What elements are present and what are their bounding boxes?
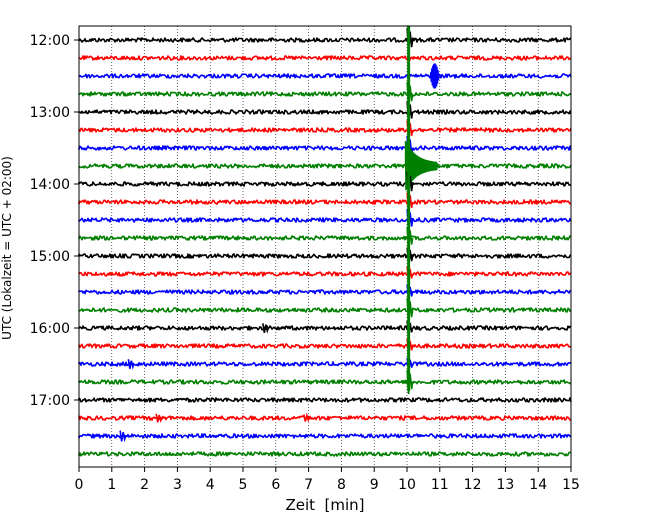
x-tick-label: 8 [337, 477, 346, 493]
trace-row [78, 37, 572, 43]
trace-row [78, 235, 572, 241]
trace-row [78, 73, 572, 79]
x-tick-label: 7 [304, 477, 313, 493]
trace-rows [78, 26, 572, 457]
x-tick-label: 3 [173, 477, 182, 493]
trace-row [78, 307, 572, 313]
x-tick-label: 10 [398, 477, 416, 493]
x-tick-label: 2 [140, 477, 149, 493]
x-axis-title: Zeit [min] [285, 496, 364, 514]
x-tick-label: 0 [75, 477, 84, 493]
y-tick-label: 15:00 [30, 249, 70, 265]
trace-row [78, 271, 572, 277]
x-tick-label: 4 [206, 477, 215, 493]
x-tick-label: 1 [107, 477, 116, 493]
y-tick-label: 16:00 [30, 321, 70, 337]
x-axis-ticks: 0 1 2 3 4 5 6 7 8 9 10 11 12 13 14 15 [75, 467, 580, 493]
trace-row [78, 325, 572, 331]
trace-row [78, 289, 572, 295]
events [119, 26, 441, 443]
y-axis-ticks: 12:00 13:00 14:00 15:00 16:00 17:00 [30, 33, 79, 409]
trace-event [429, 63, 441, 89]
plot-background [79, 26, 571, 467]
trace-row [78, 361, 572, 367]
trace-event [262, 323, 270, 334]
trace-event [303, 412, 311, 423]
trace-row [78, 163, 572, 169]
trace-row [78, 145, 572, 151]
x-tick-label: 6 [271, 477, 280, 493]
trace-row [78, 343, 572, 349]
plot-frame [78, 25, 572, 468]
y-tick-label: 17:00 [30, 393, 70, 409]
x-tick-label: 13 [496, 477, 514, 493]
x-tick-label: 5 [239, 477, 248, 493]
trace-row [78, 109, 572, 115]
x-tick-label: 12 [464, 477, 482, 493]
x-tick-label: 14 [529, 477, 547, 493]
trace-row [78, 199, 572, 205]
trace-row [78, 451, 572, 457]
y-tick-label: 12:00 [30, 33, 70, 49]
y-tick-label: 14:00 [30, 177, 70, 193]
x-tick-label: 11 [431, 477, 449, 493]
x-tick-label: 15 [562, 477, 580, 493]
trace-event [127, 359, 135, 370]
trace-row [78, 217, 572, 223]
trace-row [78, 379, 572, 385]
trace-row [78, 397, 572, 403]
x-tick-label: 9 [370, 477, 379, 493]
trace-row [78, 127, 572, 133]
trace-event [404, 140, 438, 191]
y-axis-title: UTC (Lokalzeit = UTC + 02:00) [0, 156, 14, 340]
trace-row [78, 433, 572, 439]
trace-row [78, 55, 572, 61]
trace-row [78, 181, 572, 187]
trace-row [78, 91, 572, 97]
trace-row [78, 253, 572, 259]
trace-event [155, 413, 163, 424]
trace-event [119, 430, 127, 443]
y-tick-label: 13:00 [30, 105, 70, 121]
